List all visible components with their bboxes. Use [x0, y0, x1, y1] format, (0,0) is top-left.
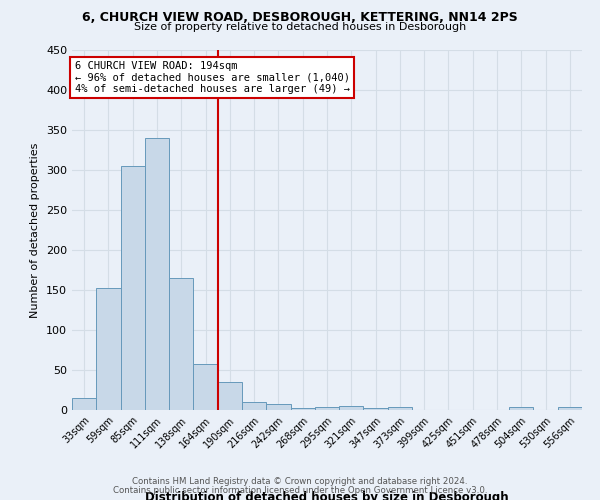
- Text: Size of property relative to detached houses in Desborough: Size of property relative to detached ho…: [134, 22, 466, 32]
- Bar: [242, 402, 266, 410]
- Bar: [339, 406, 364, 410]
- Bar: [96, 288, 121, 410]
- Bar: [218, 382, 242, 410]
- Y-axis label: Number of detached properties: Number of detached properties: [31, 142, 40, 318]
- Bar: [558, 407, 582, 410]
- Bar: [193, 364, 218, 410]
- Text: Contains HM Land Registry data © Crown copyright and database right 2024.: Contains HM Land Registry data © Crown c…: [132, 477, 468, 486]
- Bar: [364, 408, 388, 410]
- Bar: [121, 166, 145, 410]
- Bar: [509, 407, 533, 410]
- Bar: [388, 407, 412, 410]
- Bar: [290, 408, 315, 410]
- Bar: [145, 138, 169, 410]
- Text: 6 CHURCH VIEW ROAD: 194sqm
← 96% of detached houses are smaller (1,040)
4% of se: 6 CHURCH VIEW ROAD: 194sqm ← 96% of deta…: [74, 61, 350, 94]
- X-axis label: Distribution of detached houses by size in Desborough: Distribution of detached houses by size …: [145, 492, 509, 500]
- Text: Contains public sector information licensed under the Open Government Licence v3: Contains public sector information licen…: [113, 486, 487, 495]
- Bar: [72, 398, 96, 410]
- Bar: [315, 407, 339, 410]
- Bar: [266, 404, 290, 410]
- Bar: [169, 278, 193, 410]
- Text: 6, CHURCH VIEW ROAD, DESBOROUGH, KETTERING, NN14 2PS: 6, CHURCH VIEW ROAD, DESBOROUGH, KETTERI…: [82, 11, 518, 24]
